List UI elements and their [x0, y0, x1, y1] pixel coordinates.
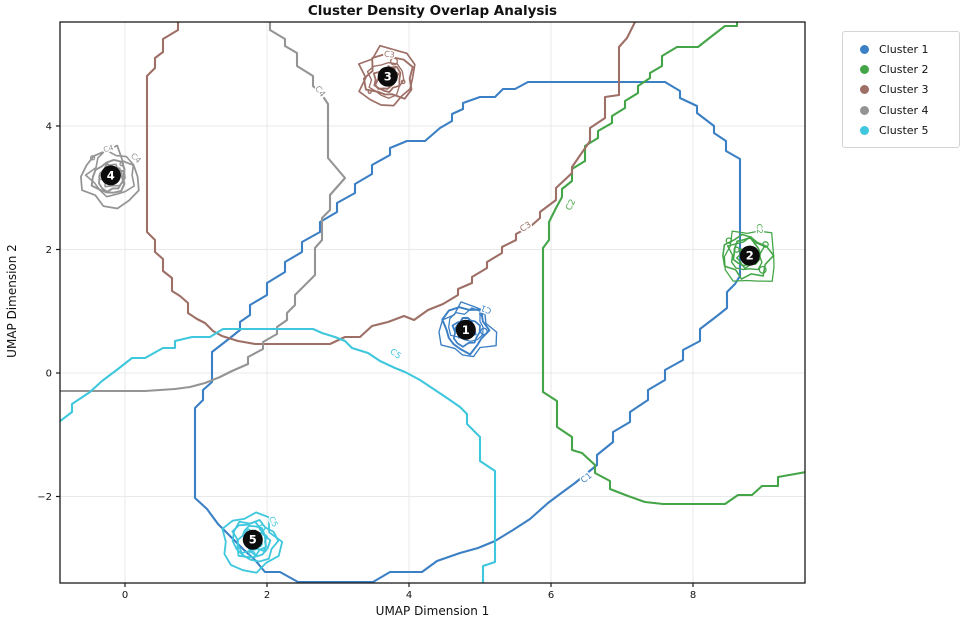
cluster-badge-3: 3 [377, 66, 398, 87]
x-tick-label: 4 [406, 590, 412, 601]
y-tick-label: 4 [46, 122, 52, 133]
x-tick-label: 8 [690, 590, 696, 601]
contour-label-c4: C4 [129, 151, 143, 165]
cluster-badge-1: 1 [455, 319, 476, 340]
legend-label: Cluster 3 [879, 83, 929, 97]
outer-contour-c1 [193, 80, 742, 583]
contour-label-c2: C2 [564, 198, 578, 213]
contour-label-c3: C3 [383, 49, 395, 59]
contour-label-c4: C4 [102, 143, 114, 154]
y-tick-label: −2 [37, 492, 52, 503]
legend-item: Cluster 2 [853, 59, 951, 79]
axes-spines [59, 21, 806, 584]
legend-marker-cluster-3 [860, 85, 869, 95]
cluster-badge-2: 2 [739, 245, 760, 266]
legend-item: Cluster 3 [853, 80, 951, 100]
legend-item: Cluster 5 [853, 121, 951, 141]
y-tick-label: 0 [46, 369, 52, 380]
x-tick-label: 6 [548, 590, 554, 601]
legend-marker-cluster-1 [860, 44, 869, 54]
svg-text:1: 1 [462, 323, 470, 337]
legend-marker-cluster-2 [860, 65, 869, 75]
svg-text:3: 3 [384, 70, 392, 84]
legend: Cluster 1 Cluster 2 Cluster 3 Cluster 4 … [842, 31, 960, 148]
outer-contour-c4 [60, 22, 347, 393]
contour-label-c5: C5 [388, 347, 403, 362]
legend-item: Cluster 4 [853, 100, 951, 120]
legend-label: Cluster 5 [879, 124, 929, 138]
density-blob-c2 [722, 230, 775, 282]
x-tick-label: 0 [122, 590, 128, 601]
density-blob-c3 [357, 44, 416, 107]
legend-marker-cluster-5 [860, 126, 869, 136]
chart-title: Cluster Density Overlap Analysis [307, 3, 558, 19]
outer-contour-c5 [60, 327, 497, 583]
gridlines [60, 22, 805, 583]
contour-label-c1: C1 [579, 471, 594, 486]
legend-marker-cluster-4 [860, 105, 869, 115]
legend-label: Cluster 4 [879, 103, 929, 117]
tick-labels: 0 2 4 6 8 −2 0 2 4 [37, 122, 696, 602]
svg-text:4: 4 [107, 168, 115, 182]
legend-item: Cluster 1 [853, 39, 951, 59]
svg-text:2: 2 [746, 249, 754, 263]
cluster-badge-4: 4 [100, 165, 121, 186]
contour-label-c2: C2 [755, 223, 765, 234]
cluster-badge-5: 5 [242, 529, 263, 550]
axis-ticks [56, 125, 694, 587]
outer-contour-c2 [541, 22, 805, 506]
x-tick-label: 2 [264, 590, 270, 601]
svg-text:5: 5 [249, 533, 257, 547]
legend-label: Cluster 1 [879, 42, 929, 56]
legend-label: Cluster 2 [879, 63, 929, 77]
x-axis-label: UMAP Dimension 1 [375, 604, 490, 618]
outer-contour-c3 [145, 22, 637, 346]
y-tick-label: 2 [46, 245, 52, 256]
